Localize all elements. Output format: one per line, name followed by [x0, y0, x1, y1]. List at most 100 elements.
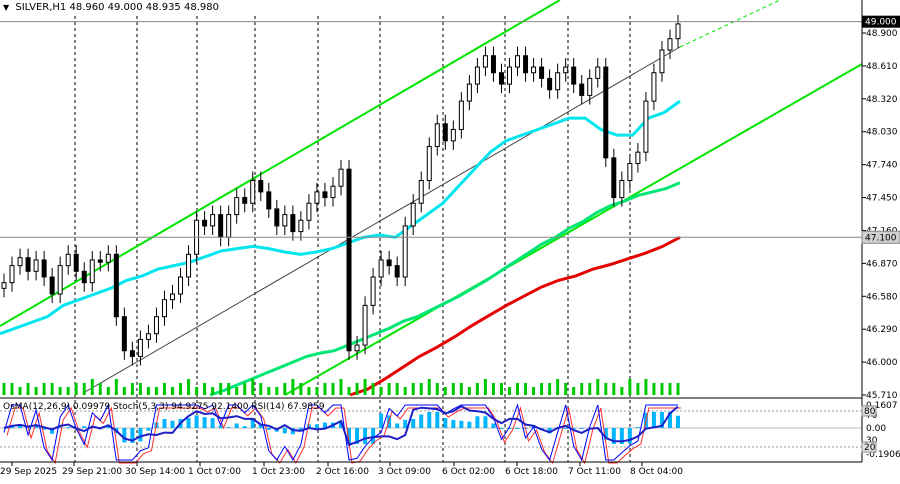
candle-body — [378, 259, 384, 278]
volume-bar — [138, 383, 142, 395]
candle-body — [579, 83, 585, 96]
volume-bar — [323, 383, 327, 395]
osma-bar — [635, 427, 640, 428]
volume-bar — [524, 383, 528, 395]
moving-average-line — [209, 181, 681, 397]
candle-body — [9, 265, 15, 284]
volume-bar — [491, 383, 495, 395]
volume-bar — [427, 379, 431, 395]
osma-bar — [186, 418, 191, 428]
osma-bar — [483, 416, 488, 428]
current-price-label: 49.000 — [865, 18, 897, 28]
osma-bar — [106, 425, 111, 428]
candle-body — [587, 77, 593, 96]
time-axis: 29 Sep 2025 29 Sep 21:00 30 Sep 14:00 1 Oct… — [0, 462, 683, 477]
level-tag — [861, 441, 877, 453]
candle-body — [153, 316, 159, 335]
moving-average-line — [0, 99, 681, 336]
candle-body — [611, 157, 617, 199]
osma-bar — [298, 428, 303, 430]
osma-bar — [306, 424, 311, 428]
candle-body — [627, 163, 633, 182]
candle-body — [129, 350, 135, 357]
channel-mid-extension — [679, 0, 781, 48]
candle-body — [258, 180, 264, 193]
candle-body — [89, 259, 95, 284]
volume-bar — [419, 383, 423, 395]
candle-body — [81, 270, 87, 284]
candle-body — [555, 72, 561, 91]
oscillator-pane — [0, 397, 862, 465]
level-price-tag — [861, 230, 900, 244]
volume-bar — [18, 387, 22, 395]
candle-body — [242, 197, 248, 204]
osma-bar — [419, 414, 424, 428]
volume-bar — [644, 379, 648, 395]
stoch-main-line — [3, 403, 678, 462]
level-tag-label: 80 — [864, 407, 876, 417]
moving-averages — [0, 99, 681, 397]
price-tick-label: 46.870 — [866, 259, 898, 269]
osma-bar — [234, 423, 239, 428]
volume-bar — [403, 387, 407, 395]
symbol-label: SILVER,H1 — [15, 2, 67, 13]
volume-bar — [82, 383, 86, 395]
dropdown-triangle-icon[interactable]: ▼ — [3, 3, 10, 12]
rsi-label: RSI(14) 67.9859 — [251, 402, 325, 412]
volume-bar — [363, 379, 367, 395]
candle-body — [49, 276, 55, 295]
time-tick-label: 30 Sep 14:00 — [125, 467, 185, 477]
osma-bar — [363, 428, 368, 444]
price-tick-label: 47.740 — [866, 161, 898, 171]
candle-body — [370, 276, 376, 306]
candle-body — [145, 333, 151, 340]
volume-bar — [387, 383, 391, 395]
osma-bar — [547, 428, 552, 434]
osma-bar — [571, 428, 576, 429]
volume-bar — [154, 387, 158, 395]
time-tick-label: 2 Oct 16:00 — [316, 467, 369, 477]
volume-bar — [203, 383, 207, 395]
osma-bar — [66, 427, 71, 428]
price-axis: 48.900 48.610 48.320 48.030 47.740 47.450 47.1… — [861, 15, 900, 460]
osma-bar — [676, 415, 680, 428]
candle-body — [161, 299, 167, 318]
volume-bar — [371, 383, 375, 395]
osma-bar — [122, 428, 127, 443]
osma-bar — [202, 417, 207, 428]
volume-bar — [187, 379, 191, 395]
volume-bar — [580, 383, 584, 395]
candle-body — [314, 191, 320, 204]
candle-body — [651, 72, 657, 102]
chart-grid — [74, 16, 631, 462]
volume-bar — [171, 387, 174, 395]
volume-bar — [467, 387, 471, 395]
volume-bar — [227, 383, 231, 395]
volume-bar — [483, 379, 487, 395]
osma-bar — [499, 428, 504, 429]
candle-body — [73, 253, 79, 272]
osma-bar — [579, 428, 584, 429]
volume-bar — [122, 387, 126, 395]
candle-body — [226, 214, 232, 238]
volume-bar — [612, 383, 616, 395]
volume-bars — [2, 379, 680, 395]
osma-bar — [258, 424, 263, 428]
candle-body — [210, 214, 216, 227]
candle-body — [675, 23, 681, 40]
candle-body — [563, 66, 569, 74]
level-tag — [861, 405, 877, 417]
candle-body — [113, 253, 119, 318]
volume-bar — [604, 383, 608, 395]
candle-body — [571, 66, 577, 85]
osma-bar — [435, 412, 440, 428]
candle-body — [603, 66, 609, 159]
volume-bar — [564, 383, 568, 395]
volume-bar — [267, 387, 271, 395]
osma-bar — [146, 428, 151, 431]
osma-bar — [427, 412, 432, 428]
osma-bar — [563, 428, 568, 429]
ohlc-values: 48.960 49.000 48.935 48.980 — [69, 2, 219, 13]
volume-bar — [435, 383, 439, 395]
